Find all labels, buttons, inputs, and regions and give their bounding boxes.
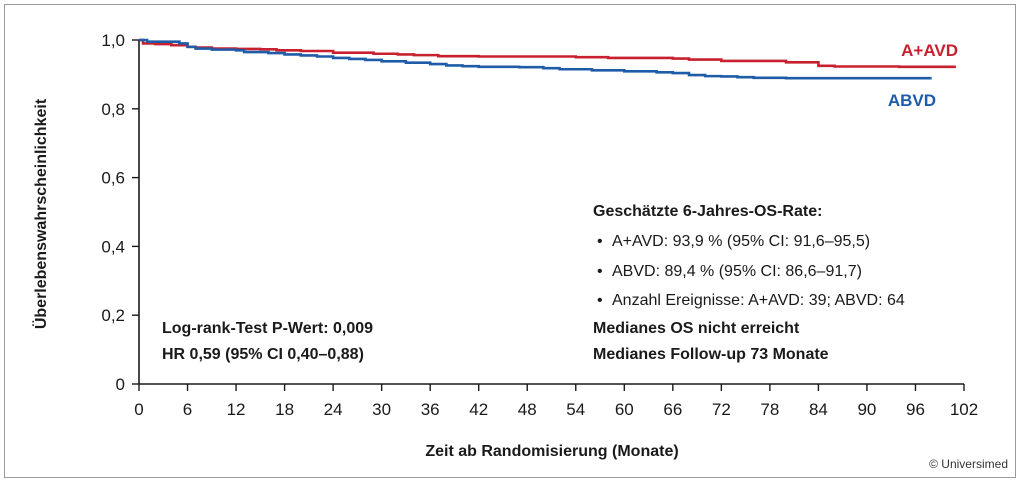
x-tick-label: 30 xyxy=(372,400,391,419)
logrank-text: Log-rank-Test P-Wert: 0,009 xyxy=(162,320,373,337)
y-tick-label: 0,2 xyxy=(101,306,125,325)
series-line-abvd xyxy=(139,38,932,80)
chart-frame xyxy=(4,4,1016,478)
bullet-marker: • xyxy=(597,292,603,309)
copyright-credit: © Universimed xyxy=(929,457,1008,471)
y-tick-label: 1,0 xyxy=(101,31,125,50)
bullet-abvd-rate: ABVD: 89,4 % (95% CI: 86,6–91,7) xyxy=(612,263,862,280)
hazard-ratio-text: HR 0,59 (95% CI 0,40–0,88) xyxy=(162,346,364,363)
median-os-text: Medianes OS nicht erreicht xyxy=(593,320,800,337)
x-tick-label: 84 xyxy=(809,400,828,419)
x-tick-label: 12 xyxy=(227,400,246,419)
x-tick-label: 24 xyxy=(324,400,343,419)
x-ticks: 0 6 12 18 24 30 36 42 48 54 60 66 72 78 84 90 96 102 xyxy=(134,384,978,419)
x-tick-label: 0 xyxy=(134,400,143,419)
x-tick-label: 42 xyxy=(469,400,488,419)
x-tick-label: 102 xyxy=(950,400,978,419)
bullet-marker: • xyxy=(597,263,603,280)
y-tick-label: 0 xyxy=(116,375,125,394)
y-tick-label: 0,4 xyxy=(101,237,125,256)
y-tick-label: 0,6 xyxy=(101,169,125,188)
x-tick-label: 18 xyxy=(275,400,294,419)
y-axis-title: Überlebenswahrscheinlichkeit xyxy=(31,98,50,329)
series-line-a-avd xyxy=(139,38,956,69)
annotation-left: Log-rank-Test P-Wert: 0,009 HR 0,59 (95%… xyxy=(162,320,373,363)
y-tick-label: 0,8 xyxy=(101,100,125,119)
x-tick-label: 72 xyxy=(712,400,731,419)
x-tick-label: 66 xyxy=(663,400,682,419)
series-group xyxy=(139,38,956,80)
annotation-right: Geschätzte 6-Jahres-OS-Rate: • A+AVD: 93… xyxy=(593,203,905,363)
x-tick-label: 6 xyxy=(183,400,192,419)
median-followup-text: Medianes Follow-up 73 Monate xyxy=(593,346,829,363)
x-tick-label: 54 xyxy=(566,400,585,419)
y-ticks: 0 0,2 0,4 0,6 0,8 1,0 xyxy=(101,31,139,394)
x-tick-label: 48 xyxy=(518,400,537,419)
bullet-aavd-rate: A+AVD: 93,9 % (95% CI: 91,6–95,5) xyxy=(612,233,870,250)
series-label-aavd: A+AVD xyxy=(901,41,958,60)
axes xyxy=(138,40,964,385)
bullet-marker: • xyxy=(597,233,603,250)
series-label-abvd: ABVD xyxy=(888,91,936,110)
x-tick-label: 78 xyxy=(760,400,779,419)
os-rate-title: Geschätzte 6-Jahres-OS-Rate: xyxy=(593,203,822,220)
bullet-events: Anzahl Ereignisse: A+AVD: 39; ABVD: 64 xyxy=(612,292,905,309)
x-tick-label: 60 xyxy=(615,400,634,419)
x-axis-title: Zeit ab Randomisierung (Monate) xyxy=(425,443,678,460)
x-tick-label: 90 xyxy=(857,400,876,419)
x-tick-label: 36 xyxy=(421,400,440,419)
x-tick-label: 96 xyxy=(906,400,925,419)
